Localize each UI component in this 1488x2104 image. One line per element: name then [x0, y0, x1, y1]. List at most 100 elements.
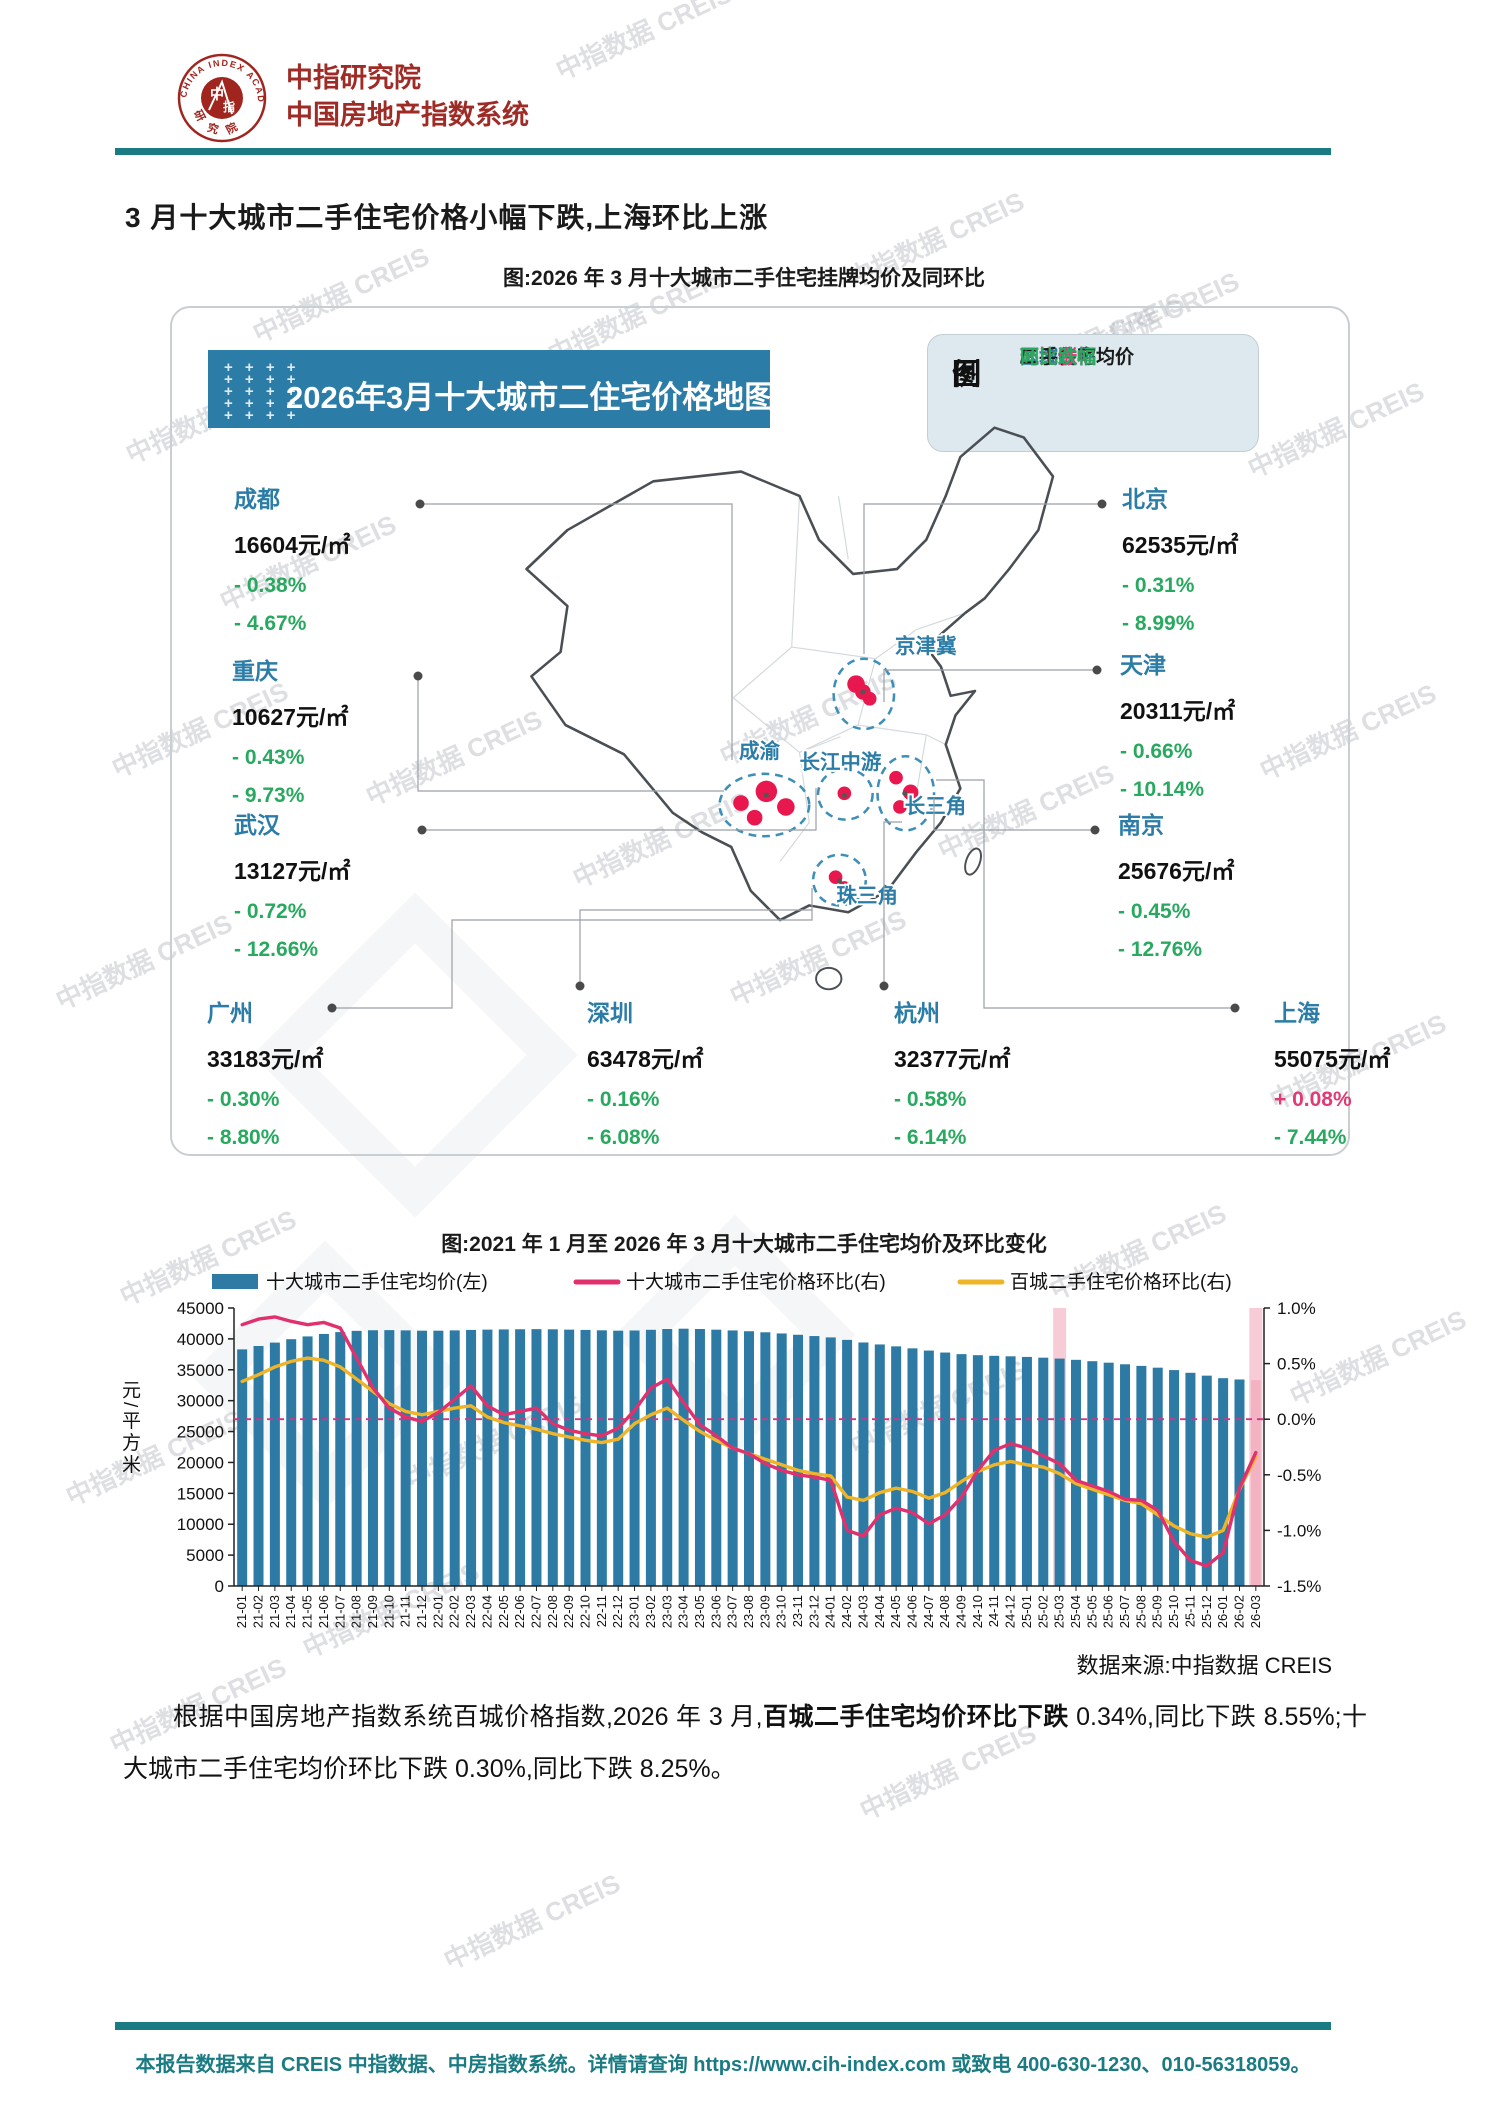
- footer-divider: [115, 2022, 1331, 2030]
- left-tick-label: 10000: [177, 1515, 224, 1534]
- svg-text:中: 中: [210, 86, 224, 102]
- city-callout-nanjing: 南京 25676元/㎡ - 0.45% - 12.76%: [1118, 812, 1235, 961]
- right-tick-label: 0.0%: [1277, 1410, 1316, 1429]
- city-callout-shanghai: 上海 55075元/㎡ + 0.08% - 7.44%: [1274, 1000, 1391, 1149]
- svg-text:23-12: 23-12: [806, 1595, 821, 1628]
- region-label-jingjinji: 京津冀: [895, 634, 956, 658]
- header-divider: [115, 148, 1331, 155]
- region-ellipses: [718, 657, 936, 907]
- summary-paragraph: 根据中国房地产指数系统百城价格指数,2026 年 3 月,百城二手住宅均价环比下…: [123, 1703, 1367, 1783]
- svg-text:23-02: 23-02: [643, 1595, 658, 1628]
- left-tick-label: 0: [215, 1577, 224, 1596]
- svg-text:21-01: 21-01: [234, 1595, 249, 1628]
- right-tick-label: -1.5%: [1277, 1577, 1321, 1596]
- data-source: 数据来源:中指数据 CREIS: [1076, 1653, 1332, 1678]
- svg-text:24-11: 24-11: [986, 1595, 1001, 1627]
- left-tick-label: 35000: [177, 1361, 224, 1380]
- svg-text:21-07: 21-07: [332, 1595, 347, 1628]
- svg-text:25-07: 25-07: [1117, 1595, 1132, 1628]
- city-callout-guangzhou: 广州 33183元/㎡ - 0.30% - 8.80%: [207, 1000, 324, 1149]
- map-title-banner: + + + + + + + + + + + + + + + + + + + + …: [208, 350, 775, 428]
- svg-text:23-07: 23-07: [725, 1595, 740, 1628]
- left-tick-label: 5000: [186, 1546, 224, 1565]
- svg-text:23-08: 23-08: [741, 1595, 756, 1628]
- svg-text:25-06: 25-06: [1101, 1595, 1116, 1628]
- map-legend: 图 例 区域名称 二手住宅均价 环比涨幅 / 环比跌幅 同比涨幅 / 同比跌幅: [927, 334, 1259, 452]
- svg-text:24-02: 24-02: [839, 1595, 854, 1628]
- page-title: 3 月十大城市二手住宅价格小幅下跌,上海环比上涨: [125, 202, 769, 233]
- svg-text:21-03: 21-03: [267, 1595, 282, 1628]
- china-outline: [525, 426, 1055, 922]
- svg-text:25-02: 25-02: [1035, 1595, 1050, 1628]
- svg-text:23-10: 23-10: [774, 1595, 789, 1628]
- svg-text:24-06: 24-06: [904, 1595, 919, 1628]
- svg-text:22-04: 22-04: [479, 1595, 494, 1628]
- map-figure-caption: 图:2026 年 3 月十大城市二手住宅挂牌均价及同环比: [503, 267, 985, 290]
- city-callout-beijing: 北京 62535元/㎡ - 0.31% - 8.99%: [1122, 486, 1239, 635]
- china-map: 京津冀 成渝 长江中游 长三角 珠三角: [525, 426, 1055, 991]
- svg-text:22-06: 22-06: [512, 1595, 527, 1628]
- svg-text:21-05: 21-05: [300, 1595, 315, 1628]
- right-tick-label: -0.5%: [1277, 1466, 1321, 1485]
- right-tick-label: 0.5%: [1277, 1355, 1316, 1374]
- city-callout-tianjin: 天津 20311元/㎡ - 0.66% - 10.14%: [1120, 652, 1236, 801]
- trend-figure-caption: 图:2021 年 1 月至 2026 年 3 月十大城市二手住宅均价及环比变化: [441, 1233, 1047, 1256]
- city-callout-chongqing: 重庆 10627元/㎡ - 0.43% - 9.73%: [232, 658, 349, 807]
- svg-text:25-11: 25-11: [1182, 1595, 1197, 1627]
- svg-text:21-12: 21-12: [414, 1595, 429, 1628]
- map-title: 2026年3月十大城市二住宅价格地图: [286, 380, 776, 415]
- watermark-text: 中指数据 CREIS: [439, 1867, 625, 1976]
- legend-avg-price: 二手住宅均价: [1020, 347, 1135, 368]
- svg-text:21-04: 21-04: [283, 1595, 298, 1628]
- right-tick-label: 1.0%: [1277, 1299, 1316, 1318]
- svg-text:指: 指: [223, 99, 235, 114]
- svg-text:23-03: 23-03: [659, 1595, 674, 1628]
- x-tick-labels: 21-01 21-02 21-03 21-04 21-05 21-06 21-07 21-08…: [234, 1586, 1263, 1628]
- svg-text:24-10: 24-10: [970, 1595, 985, 1628]
- svg-text:23-09: 23-09: [757, 1595, 772, 1628]
- city-callout-chengdu: 成都 16604元/㎡ - 0.38% - 4.67%: [234, 486, 351, 635]
- svg-text:21-09: 21-09: [365, 1595, 380, 1628]
- svg-text:24-08: 24-08: [937, 1595, 952, 1628]
- svg-text:24-12: 24-12: [1003, 1595, 1018, 1628]
- price-map-card: + + + + + + + + + + + + + + + + + + + + …: [170, 306, 1390, 1156]
- left-tick-label: 40000: [177, 1330, 224, 1349]
- svg-text:25-05: 25-05: [1084, 1595, 1099, 1628]
- left-tick-label: 25000: [177, 1423, 224, 1442]
- svg-text:24-09: 24-09: [954, 1595, 969, 1628]
- svg-text:22-08: 22-08: [545, 1595, 560, 1628]
- region-labels: 京津冀 成渝 长江中游 长三角 珠三角: [737, 632, 968, 909]
- svg-text:21-02: 21-02: [251, 1595, 266, 1628]
- region-label-zhusanjiao: 珠三角: [837, 884, 898, 908]
- price-trend-chart: 0 5000 10000 15000 20000 25000 30000 35000 40000…: [138, 1262, 1352, 1664]
- left-axis-title: 元/平方米: [119, 1380, 140, 1477]
- svg-text:21-10: 21-10: [381, 1595, 396, 1628]
- region-label-changjiangzhongyou: 长江中游: [800, 750, 882, 774]
- legend-region-name: 区域名称: [1020, 347, 1097, 368]
- org-titles: 中指研究院 中国房地产指数系统: [286, 60, 529, 134]
- plus-pattern-decoration: + + + + + + + + + + + + + + + + + + + +: [224, 359, 300, 424]
- china-outline-west: [525, 529, 569, 570]
- svg-text:25-12: 25-12: [1199, 1595, 1214, 1628]
- system-name: 中国房地产指数系统: [286, 100, 529, 130]
- svg-text:25-09: 25-09: [1150, 1595, 1165, 1628]
- right-tick-label: -1.0%: [1277, 1521, 1321, 1540]
- svg-text:25-10: 25-10: [1166, 1595, 1181, 1628]
- svg-text:22-07: 22-07: [528, 1595, 543, 1628]
- svg-text:24-03: 24-03: [855, 1595, 870, 1628]
- trend-chart-svg: 0 5000 10000 15000 20000 25000 30000 35000 40000…: [177, 1271, 1322, 1628]
- org-name: 中指研究院: [286, 63, 421, 93]
- svg-text:22-12: 22-12: [610, 1595, 625, 1628]
- svg-text:24-04: 24-04: [872, 1595, 887, 1628]
- left-tick-label: 45000: [177, 1299, 224, 1318]
- city-callout-shenzhen: 深圳 63478元/㎡ - 0.16% - 6.08%: [587, 1000, 704, 1149]
- watermark-text: 中指数据 CREIS: [551, 0, 737, 86]
- city-callout-wuhan: 武汉 13127元/㎡ - 0.72% - 12.66%: [234, 812, 351, 961]
- left-tick-label: 20000: [177, 1453, 224, 1472]
- svg-text:22-10: 22-10: [578, 1595, 593, 1628]
- svg-text:22-09: 22-09: [561, 1595, 576, 1628]
- footer-note: 本报告数据来自 CREIS 中指数据、中房指数系统。详情请查询 https://…: [135, 2054, 1311, 2076]
- callout-connectors: [327, 499, 1240, 1013]
- svg-text:21-06: 21-06: [316, 1595, 331, 1628]
- svg-text:25-03: 25-03: [1052, 1595, 1067, 1628]
